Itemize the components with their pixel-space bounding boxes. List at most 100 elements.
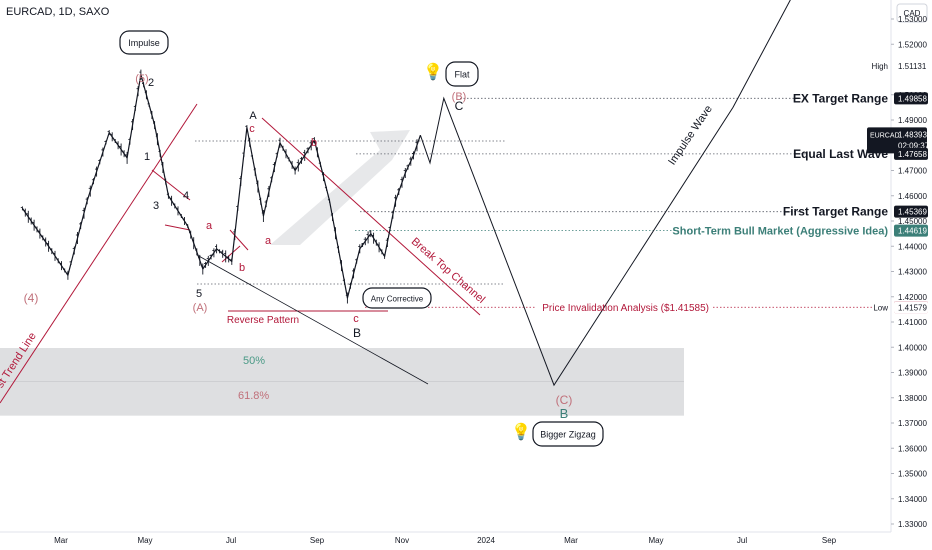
wave-label: 3 <box>153 200 159 212</box>
price-badge-price: 1.48393 <box>898 130 927 139</box>
y-tick-label: 1.39000 <box>898 369 927 378</box>
wedge-line-a <box>221 245 241 263</box>
y-tick-label: 1.45000 <box>898 217 927 226</box>
price-badge-name: Low <box>873 303 888 312</box>
y-tick-label: 1.41000 <box>898 318 927 327</box>
wave3-channel-b <box>164 224 191 231</box>
wave-label: a <box>206 220 213 232</box>
bigger-zigzag-bubble: Bigger Zigzag <box>532 421 604 447</box>
price-badge <box>867 127 927 154</box>
currency-label: CAD <box>904 9 921 18</box>
fib-label-618: 61.8% <box>238 390 269 402</box>
price-badge <box>894 147 928 160</box>
x-tick-label: Jul <box>226 536 236 545</box>
price-badge-box <box>894 92 928 105</box>
price-badge-price: 1.47658 <box>898 150 927 159</box>
y-tick-label: 1.36000 <box>898 444 927 453</box>
bigger-zigzag-bubble-box <box>532 421 604 447</box>
wave-label: c <box>249 123 255 135</box>
price-badge-countdown: 02:09:37 <box>898 141 930 150</box>
ohlc-bars <box>20 69 418 304</box>
trend-line <box>0 103 198 404</box>
price-badge-box <box>867 127 927 154</box>
y-tick-label: 1.49000 <box>898 116 927 125</box>
wave-label: c <box>353 313 359 325</box>
wave-label: A <box>249 110 257 122</box>
price-badge-box <box>894 147 928 160</box>
wave-label: a <box>265 235 272 247</box>
price-badge-price: 1.41579 <box>898 303 927 312</box>
x-tick-label: May <box>137 536 152 545</box>
y-tick-label: 1.37000 <box>898 419 927 428</box>
wave-label: (A) <box>193 302 208 314</box>
level-label: Short-Term Bull Market (Aggressive Idea) <box>672 226 888 238</box>
price-badge <box>894 205 928 218</box>
wave-label: B <box>560 406 569 421</box>
price-badge-box <box>894 60 928 73</box>
channel-bottom-line <box>196 254 429 385</box>
price-badge-name: High <box>872 62 888 71</box>
wave3-channel-a <box>151 169 191 201</box>
x-tick-label: Mar <box>54 536 68 545</box>
level-label: Price Invalidation Analysis ($1.41585) <box>542 303 709 314</box>
price-badge-box <box>894 301 928 314</box>
y-tick-label: 1.34000 <box>898 495 927 504</box>
y-tick-label: 1.52000 <box>898 40 927 49</box>
wave-label: 2 <box>148 77 154 89</box>
level-label: EX Target Range <box>793 91 888 105</box>
channel-top-line <box>261 117 481 316</box>
wave-label: 4 <box>183 190 189 202</box>
y-tick-label: 1.44000 <box>898 242 927 251</box>
price-badge-price: 1.44619 <box>898 227 927 236</box>
wave-label: 1 <box>144 151 150 163</box>
y-tick-label: 1.38000 <box>898 394 927 403</box>
impulse-bubble: Impulse <box>119 30 169 55</box>
price-badge-price: 1.51131 <box>898 62 927 71</box>
wedge-line-b <box>229 229 249 251</box>
any-corrective-bubble-box <box>362 287 432 309</box>
y-tick-label: 1.42000 <box>898 293 927 302</box>
level-label: First Target Range <box>783 205 888 219</box>
any-corrective-bubble-text: Any Corrective <box>371 295 424 304</box>
price-badge <box>894 301 928 314</box>
any-corrective-bubble: Any Corrective <box>362 287 432 309</box>
price-badge-price: 1.45369 <box>898 208 927 217</box>
price-badge-box <box>894 205 928 218</box>
flat-bubble-text: Flat <box>454 70 470 80</box>
price-badge <box>894 224 928 237</box>
x-tick-label: Nov <box>395 536 409 545</box>
flat-bubble-box <box>445 61 479 87</box>
price-badge-price: 1.49858 <box>898 94 927 103</box>
x-tick-label: Sep <box>822 536 837 545</box>
y-tick-label: 1.35000 <box>898 470 927 479</box>
wave-label: (4) <box>24 291 39 305</box>
currency-badge <box>896 3 928 23</box>
projection-arrow <box>270 130 410 245</box>
impulse-bubble-box <box>119 30 169 55</box>
reverse-pattern-label: Reverse Pattern <box>227 315 299 326</box>
impulse-bubble-text: Impulse <box>128 38 160 48</box>
impulse-wave-label: Impulse Wave <box>666 103 715 167</box>
level-label: Equal Last Wave <box>793 147 888 161</box>
y-tick-label: 1.47000 <box>898 167 927 176</box>
x-tick-label: Sep <box>310 536 325 545</box>
y-tick-label: 1.33000 <box>898 520 927 529</box>
y-tick-label: 1.40000 <box>898 343 927 352</box>
x-tick-label: Jul <box>737 536 747 545</box>
y-tick-label: 1.46000 <box>898 192 927 201</box>
fib-label-50: 50% <box>243 355 265 367</box>
symbol-title: EURCAD, 1D, SAXO <box>6 6 110 18</box>
bigger-zigzag-bubble-text: Bigger Zigzag <box>540 430 596 440</box>
price-badge-symbol: EURCAD <box>870 132 900 139</box>
wave-label: 5 <box>196 288 202 300</box>
wave-label: (5) <box>135 73 148 85</box>
wave-label: (B) <box>452 91 467 103</box>
wave-label: C <box>455 99 464 113</box>
price-badge <box>894 92 928 105</box>
flat-bubble: Flat <box>445 61 479 87</box>
projection-path <box>419 0 791 387</box>
lightbulb-icon-flat: 💡 <box>423 62 443 81</box>
x-tick-label: 2024 <box>477 536 495 545</box>
wave-label: b <box>311 137 317 149</box>
